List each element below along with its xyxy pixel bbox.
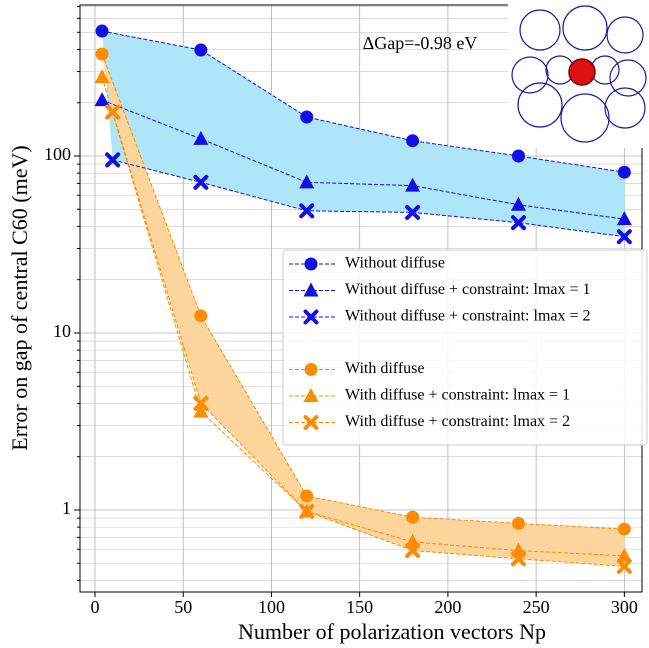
y-tick-label: 1 [62,498,71,518]
x-axis-label: Number of polarization vectors Np [238,619,546,644]
legend-label: With diffuse [345,360,425,377]
marker [299,174,315,189]
marker [303,415,319,430]
marker [304,257,318,271]
marker [616,211,632,226]
marker [510,215,526,231]
x-tick-label: 0 [90,597,99,617]
marker [405,177,421,192]
marker [94,92,110,107]
legend-label: Without diffuse + constraint: lmax = 1 [345,281,591,298]
band [102,31,625,237]
fullerene [606,16,644,54]
marker [511,149,525,163]
y-tick-label: 10 [53,321,71,341]
marker [105,104,121,120]
marker [193,395,209,411]
x-tick-label: 150 [346,597,373,617]
marker [406,510,420,524]
marker [300,489,314,503]
marker [194,43,208,57]
legend-box [282,249,648,446]
marker [95,47,109,61]
x-tick-label: 250 [523,597,550,617]
legend-label: With diffuse + constraint: lmax = 2 [345,413,570,430]
legend-label: Without diffuse [345,255,445,272]
x-tick-label: 100 [258,597,285,617]
x-tick-label: 200 [434,597,461,617]
fullerene [517,82,563,128]
legend: Without diffuse Without diffuse + constra… [282,249,648,446]
y-tick-label: 100 [44,144,71,164]
series-line [101,76,625,557]
marker [617,522,631,536]
series-line [101,30,625,173]
marker [194,309,208,323]
marker [300,110,314,124]
marker [303,309,319,325]
marker [95,24,109,38]
marker [405,543,421,559]
marker [616,229,632,245]
fullerene [604,87,646,129]
marker [405,204,421,220]
marker [304,363,318,376]
inset [508,0,649,148]
fullerene [511,56,549,94]
plot [94,24,632,574]
y-axis-label: Error on gap of central C60 (meV) [7,145,32,450]
molecule-cluster [511,5,647,143]
series-line [112,111,625,567]
marker [105,152,121,168]
series-line [101,53,625,530]
marker [193,174,209,190]
series-line [112,159,625,238]
series-line [101,99,625,220]
fullerene [560,93,610,143]
legend-label: With diffuse + constraint: lmax = 1 [345,387,570,404]
marker [616,547,632,562]
marker [303,388,319,402]
marker [616,558,632,574]
x-tick-label: 50 [174,597,192,617]
fullerene [519,9,561,51]
marker [510,551,526,567]
marker [94,69,110,84]
annotation: ΔGap=-0.98 eV [363,33,478,53]
marker [511,516,525,530]
marker [299,504,315,520]
marker [406,134,420,148]
x-tick-label: 300 [611,597,638,617]
marker [510,196,526,211]
fullerene [562,5,608,51]
marker [617,165,631,179]
central-c60 [568,58,596,86]
marker [303,282,319,297]
legend-label: Without diffuse + constraint: lmax = 2 [345,308,591,325]
marker [193,130,209,145]
fullerene [609,59,647,97]
marker [193,403,209,418]
marker [299,203,315,219]
